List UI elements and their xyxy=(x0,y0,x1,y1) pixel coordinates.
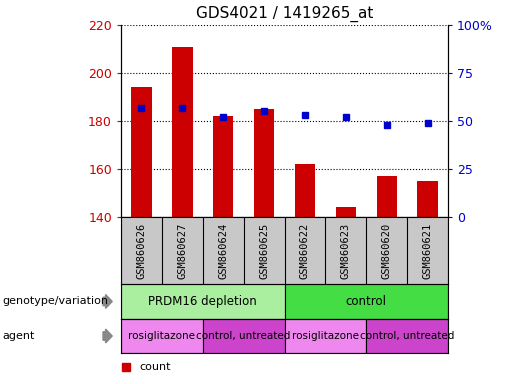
Text: control: control xyxy=(346,295,387,308)
Text: genotype/variation: genotype/variation xyxy=(3,296,109,306)
Bar xyxy=(366,319,448,353)
Text: GSM860623: GSM860623 xyxy=(341,222,351,279)
Bar xyxy=(213,116,233,217)
Bar xyxy=(131,87,152,217)
Text: count: count xyxy=(139,362,170,372)
Bar xyxy=(376,176,397,217)
Bar xyxy=(284,284,448,319)
Bar xyxy=(295,164,315,217)
Text: control, untreated: control, untreated xyxy=(360,331,454,341)
Bar xyxy=(284,319,366,353)
Text: agent: agent xyxy=(3,331,35,341)
Text: GSM860621: GSM860621 xyxy=(423,222,433,279)
Bar xyxy=(336,207,356,217)
Text: GSM860625: GSM860625 xyxy=(259,222,269,279)
Text: GSM860620: GSM860620 xyxy=(382,222,392,279)
Bar xyxy=(121,284,284,319)
Text: PRDM16 depletion: PRDM16 depletion xyxy=(148,295,257,308)
Bar xyxy=(417,181,438,217)
Text: GSM860627: GSM860627 xyxy=(177,222,187,279)
Bar xyxy=(172,46,193,217)
Text: GSM860626: GSM860626 xyxy=(136,222,146,279)
Text: GSM860624: GSM860624 xyxy=(218,222,228,279)
Bar xyxy=(203,319,284,353)
Bar xyxy=(121,319,203,353)
Text: rosiglitazone: rosiglitazone xyxy=(128,331,195,341)
Text: control, untreated: control, untreated xyxy=(196,331,291,341)
Text: rosiglitazone: rosiglitazone xyxy=(292,331,359,341)
Bar xyxy=(254,109,274,217)
Title: GDS4021 / 1419265_at: GDS4021 / 1419265_at xyxy=(196,6,373,22)
Text: GSM860622: GSM860622 xyxy=(300,222,310,279)
